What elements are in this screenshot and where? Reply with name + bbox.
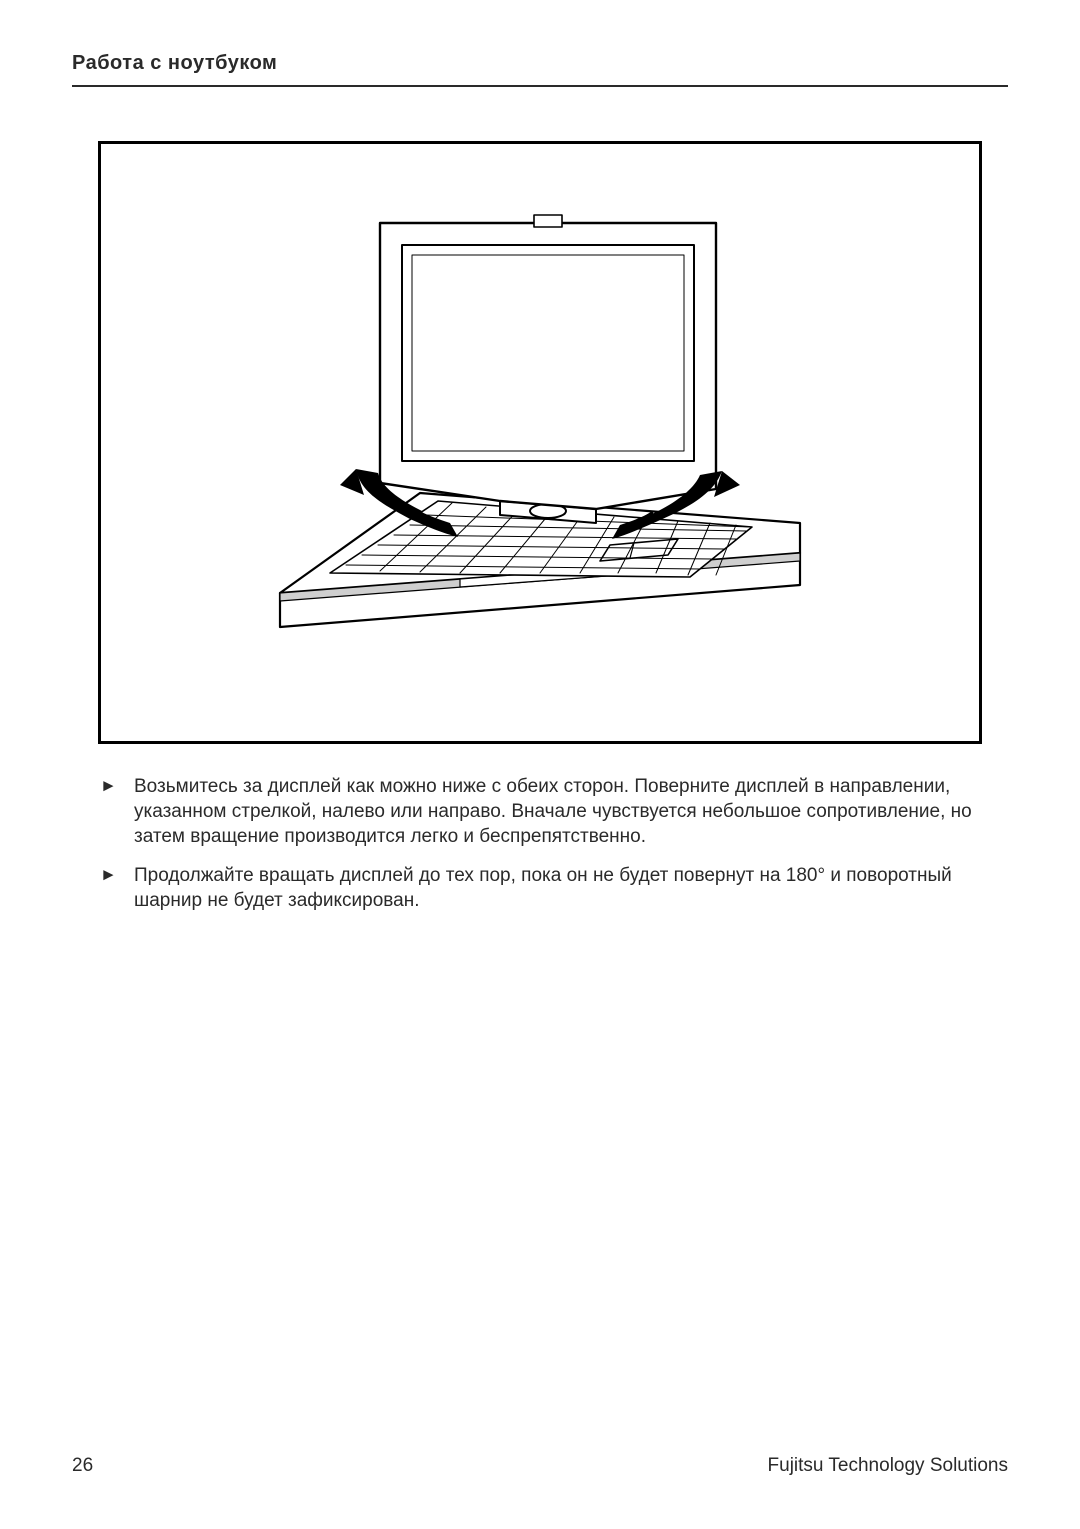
footer-company: Fujitsu Technology Solutions	[768, 1455, 1008, 1477]
list-marker-icon: ►	[100, 775, 117, 797]
page-number: 26	[72, 1455, 93, 1477]
page-header-title: Работа с ноутбуком	[72, 52, 1008, 75]
list-item: ► Возьмитесь за дисплей как можно ниже с…	[100, 774, 1008, 849]
laptop-rotation-illustration	[260, 183, 820, 703]
instruction-text: Возьмитесь за дисплей как можно ниже с о…	[134, 776, 972, 847]
figure-frame	[98, 141, 982, 744]
instruction-list: ► Возьмитесь за дисплей как можно ниже с…	[72, 774, 1008, 913]
header-rule	[72, 85, 1008, 87]
page-footer: 26 Fujitsu Technology Solutions	[72, 1455, 1008, 1477]
list-item: ► Продолжайте вращать дисплей до тех пор…	[100, 863, 1008, 913]
instruction-text: Продолжайте вращать дисплей до тех пор, …	[134, 865, 952, 911]
list-marker-icon: ►	[100, 864, 117, 886]
